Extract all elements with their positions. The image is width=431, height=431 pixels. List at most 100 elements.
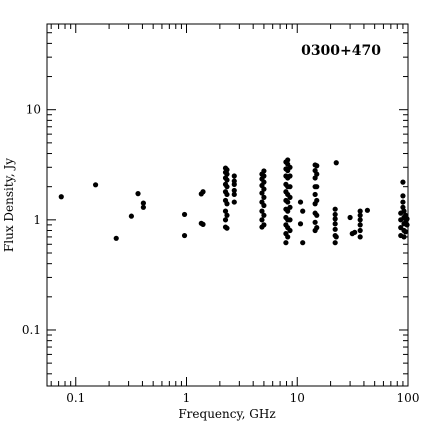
data-point bbox=[332, 240, 338, 246]
x-tick-label: 10 bbox=[290, 391, 305, 405]
data-point bbox=[402, 229, 409, 235]
data-point bbox=[224, 201, 230, 207]
data-point bbox=[314, 212, 320, 218]
data-point bbox=[357, 227, 363, 234]
data-point bbox=[357, 222, 363, 228]
data-point bbox=[140, 200, 146, 206]
data-point bbox=[261, 179, 267, 185]
plot-frame bbox=[46, 23, 409, 387]
data-point bbox=[261, 202, 267, 209]
data-point bbox=[224, 177, 230, 183]
data-point bbox=[332, 226, 338, 232]
data-point bbox=[285, 157, 291, 163]
data-point bbox=[300, 240, 306, 246]
x-tick-label: 100 bbox=[397, 391, 420, 405]
data-points bbox=[58, 157, 410, 246]
data-point bbox=[287, 164, 293, 170]
y-tick-label: 0.1 bbox=[22, 323, 41, 337]
data-point bbox=[357, 212, 363, 218]
data-point bbox=[314, 197, 320, 204]
data-point bbox=[283, 240, 289, 246]
data-point bbox=[261, 194, 267, 200]
data-point bbox=[224, 191, 230, 198]
x-axis-label: Frequency, GHz bbox=[178, 407, 275, 421]
data-point bbox=[333, 234, 339, 240]
data-point bbox=[261, 186, 267, 192]
data-point bbox=[332, 221, 338, 227]
data-point bbox=[287, 194, 293, 200]
data-point bbox=[401, 208, 407, 214]
data-point bbox=[401, 234, 407, 240]
data-point bbox=[224, 225, 230, 231]
data-point bbox=[357, 217, 363, 223]
data-point bbox=[259, 208, 265, 214]
data-point bbox=[314, 163, 320, 169]
data-point bbox=[259, 217, 265, 223]
data-point bbox=[224, 171, 230, 177]
data-point bbox=[231, 199, 237, 205]
data-point bbox=[287, 184, 293, 190]
data-point bbox=[314, 225, 320, 231]
data-point bbox=[92, 182, 99, 188]
data-point bbox=[231, 178, 237, 184]
data-point bbox=[140, 204, 146, 210]
data-point bbox=[224, 184, 230, 190]
data-point bbox=[404, 222, 410, 228]
data-point bbox=[312, 191, 318, 198]
data-point bbox=[181, 232, 188, 239]
y-tick-label: 10 bbox=[26, 103, 41, 117]
data-point bbox=[261, 222, 267, 228]
data-point bbox=[300, 208, 306, 214]
data-point bbox=[224, 167, 230, 173]
data-point bbox=[224, 212, 230, 218]
data-point bbox=[314, 171, 320, 177]
tick-labels: 0.1 1 10 100 0.1 1 10 bbox=[22, 103, 420, 405]
data-point bbox=[261, 173, 267, 179]
data-point bbox=[231, 173, 237, 179]
data-point bbox=[285, 199, 291, 205]
data-point bbox=[113, 235, 119, 241]
data-point bbox=[285, 208, 291, 214]
x-tick-label: 0.1 bbox=[66, 391, 85, 405]
data-point bbox=[287, 227, 293, 234]
axis-ticks bbox=[47, 23, 409, 386]
data-point bbox=[231, 191, 237, 198]
data-point bbox=[261, 212, 267, 218]
data-point bbox=[400, 179, 406, 185]
data-point bbox=[297, 221, 304, 227]
data-point bbox=[231, 187, 237, 194]
y-axis-label: Flux Density, Jy bbox=[2, 158, 16, 252]
data-point bbox=[200, 221, 206, 227]
data-point bbox=[333, 160, 339, 166]
data-point bbox=[200, 189, 206, 195]
data-point bbox=[314, 184, 320, 190]
data-point bbox=[404, 216, 410, 222]
data-point bbox=[347, 214, 353, 221]
data-point bbox=[222, 217, 229, 223]
data-point bbox=[400, 199, 406, 205]
data-point bbox=[222, 208, 229, 214]
data-point bbox=[297, 199, 304, 205]
data-point bbox=[261, 168, 267, 174]
data-point bbox=[287, 173, 293, 179]
data-point bbox=[357, 208, 363, 214]
data-point bbox=[332, 211, 338, 218]
data-point bbox=[364, 207, 371, 213]
data-point bbox=[332, 216, 338, 222]
data-point bbox=[332, 206, 338, 212]
data-point bbox=[259, 190, 265, 196]
data-point bbox=[400, 193, 406, 199]
data-point bbox=[135, 191, 141, 197]
y-tick-label: 1 bbox=[33, 213, 41, 227]
data-point bbox=[352, 229, 358, 235]
data-point bbox=[287, 217, 293, 223]
chart-title: 0300+470 bbox=[301, 43, 381, 59]
data-point bbox=[357, 234, 363, 240]
x-tick-label: 1 bbox=[183, 391, 191, 405]
data-point bbox=[181, 211, 188, 218]
data-point bbox=[287, 204, 293, 210]
data-point bbox=[58, 194, 64, 200]
data-point bbox=[128, 213, 134, 219]
data-point bbox=[312, 219, 318, 225]
